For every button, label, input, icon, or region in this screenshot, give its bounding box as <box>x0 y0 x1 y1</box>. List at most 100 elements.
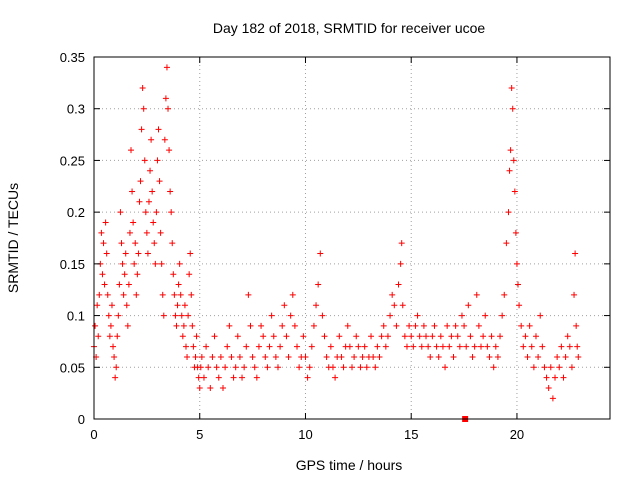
data-point <box>239 374 246 381</box>
data-point <box>143 229 150 236</box>
y-tick-label: 0.2 <box>67 205 85 220</box>
data-point <box>180 322 187 329</box>
data-point <box>545 384 552 391</box>
data-point <box>192 353 199 360</box>
data-point <box>137 178 144 185</box>
data-point <box>147 167 154 174</box>
data-point <box>108 302 115 309</box>
data-point <box>518 322 525 329</box>
data-point <box>152 260 159 267</box>
data-point <box>268 312 275 319</box>
data-point <box>200 374 207 381</box>
data-point <box>571 291 578 298</box>
data-point <box>120 291 127 298</box>
data-point <box>461 322 468 329</box>
data-point <box>494 353 501 360</box>
data-point <box>387 312 394 319</box>
data-point <box>410 343 417 350</box>
data-point <box>344 322 351 329</box>
data-point <box>251 364 258 371</box>
data-point <box>315 281 322 288</box>
data-point <box>160 312 167 319</box>
data-point <box>174 302 181 309</box>
data-point <box>353 333 360 340</box>
data-point <box>140 105 147 112</box>
data-point <box>142 209 149 216</box>
data-point <box>168 209 175 216</box>
data-point <box>423 333 430 340</box>
data-point <box>296 364 303 371</box>
data-point <box>172 312 179 319</box>
data-point <box>266 343 273 350</box>
data-point <box>95 333 102 340</box>
data-point <box>478 343 484 350</box>
data-point <box>243 343 250 350</box>
data-point <box>103 250 110 257</box>
x-tick-label: 20 <box>510 427 524 442</box>
data-point <box>503 240 510 247</box>
data-point <box>179 333 186 340</box>
data-point <box>382 343 389 350</box>
data-point <box>480 333 487 340</box>
data-point <box>130 219 137 226</box>
data-point <box>389 291 396 298</box>
data-point <box>110 343 117 350</box>
data-point <box>537 312 544 319</box>
data-point <box>431 322 438 329</box>
data-point <box>155 126 162 133</box>
data-point <box>207 384 214 391</box>
data-point <box>247 322 254 329</box>
data-point <box>145 198 152 205</box>
data-point <box>319 312 326 319</box>
data-point <box>270 333 277 340</box>
data-point <box>372 364 379 371</box>
data-point <box>117 209 124 216</box>
data-point <box>92 322 99 329</box>
data-point <box>412 322 419 329</box>
data-point <box>454 333 461 340</box>
data-point <box>463 343 470 350</box>
data-point <box>327 343 334 350</box>
data-point <box>508 85 515 92</box>
data-point <box>349 364 355 371</box>
data-point <box>535 353 542 360</box>
data-point <box>376 353 383 360</box>
data-point <box>224 343 231 350</box>
data-point <box>488 333 495 340</box>
data-point <box>253 374 260 381</box>
data-point <box>401 333 408 340</box>
data-point <box>217 353 224 360</box>
data-point <box>116 281 123 288</box>
data-point <box>150 219 157 226</box>
data-point <box>511 188 518 195</box>
data-point <box>289 291 296 298</box>
data-point <box>530 364 537 371</box>
data-point <box>258 322 265 329</box>
data-point <box>102 219 109 226</box>
data-point <box>188 291 195 298</box>
data-point <box>575 353 582 360</box>
data-point <box>169 240 176 247</box>
data-point <box>336 333 343 340</box>
data-point <box>279 322 286 329</box>
data-point <box>170 271 177 278</box>
data-point <box>304 374 311 381</box>
data-point <box>113 364 120 371</box>
data-point <box>473 291 480 298</box>
data-point <box>439 343 446 350</box>
data-point <box>448 333 455 340</box>
data-point <box>471 343 478 350</box>
data-point <box>306 364 313 371</box>
data-point <box>435 353 442 360</box>
data-point <box>501 291 508 298</box>
data-point <box>184 353 191 360</box>
data-point <box>178 312 185 319</box>
data-point <box>524 353 531 360</box>
data-point <box>260 333 267 340</box>
data-point <box>572 250 579 257</box>
data-point <box>135 250 142 257</box>
data-point <box>302 353 309 360</box>
data-point <box>115 312 122 319</box>
data-point <box>357 364 364 371</box>
data-point <box>499 312 506 319</box>
